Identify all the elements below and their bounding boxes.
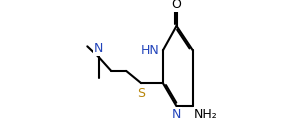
- Text: S: S: [137, 86, 145, 100]
- Text: O: O: [171, 0, 181, 11]
- Text: N: N: [172, 108, 181, 121]
- Text: N: N: [94, 42, 104, 55]
- Text: NH₂: NH₂: [194, 108, 217, 121]
- Text: HN: HN: [141, 44, 160, 57]
